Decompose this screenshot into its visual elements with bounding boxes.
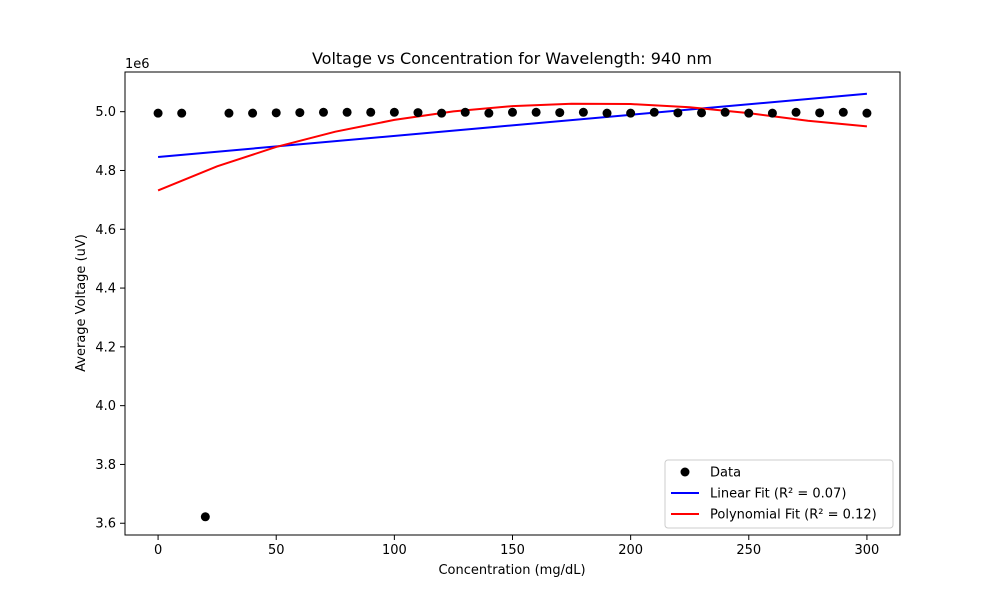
data-point (342, 107, 352, 117)
legend-label-2: Polynomial Fit (R² = 0.12) (710, 508, 877, 523)
x-tick-label: 100 (382, 543, 407, 558)
y-axis-label: Average Voltage (uV) (74, 234, 89, 372)
x-tick-label: 200 (618, 543, 643, 558)
legend-marker-0 (680, 467, 690, 477)
data-point (815, 108, 825, 118)
data-point (602, 108, 612, 118)
x-tick-label: 0 (154, 543, 162, 558)
data-point (389, 107, 399, 117)
data-point (224, 108, 234, 118)
legend: Data Linear Fit (R² = 0.07) Polynomial Fit… (664, 459, 894, 529)
data-point (200, 512, 210, 522)
data-point (460, 107, 470, 117)
data-point (437, 108, 447, 118)
data-point (248, 108, 258, 118)
data-point (318, 107, 328, 117)
data-point (177, 108, 187, 118)
legend-box (664, 459, 894, 529)
y-tick-label: 4.0 (95, 399, 116, 414)
legend-label-1: Linear Fit (R² = 0.07) (710, 487, 846, 502)
data-point (578, 107, 588, 117)
x-tick-label: 250 (736, 543, 761, 558)
x-tick-label: 300 (855, 543, 880, 558)
y-tick-label: 3.8 (95, 458, 116, 473)
data-point (153, 108, 163, 118)
y-tick-label: 5.0 (95, 105, 116, 120)
data-point (295, 108, 305, 118)
data-point (862, 108, 872, 118)
data-point (744, 108, 754, 118)
data-point (271, 108, 281, 118)
data-point (413, 108, 423, 118)
data-point (673, 108, 683, 118)
x-axis-label: Concentration (mg/dL) (438, 563, 585, 578)
data-point (484, 108, 494, 118)
y-tick-label: 4.2 (95, 340, 116, 355)
y-tick-label: 4.8 (95, 164, 116, 179)
x-tick-label: 150 (500, 543, 525, 558)
data-point (649, 107, 659, 117)
data-point (720, 107, 730, 117)
data-point (366, 107, 376, 117)
data-point (531, 107, 541, 117)
legend-label-0: Data (710, 466, 741, 481)
y-tick-label: 3.6 (95, 517, 116, 532)
data-point (555, 108, 565, 118)
y-offset-label: 1e6 (125, 57, 150, 72)
data-point (767, 108, 777, 118)
data-point (838, 107, 848, 117)
data-point (791, 107, 801, 117)
data-point (508, 107, 517, 117)
data-point (626, 108, 636, 118)
y-tick-label: 4.6 (95, 223, 116, 238)
data-point (697, 108, 707, 118)
chart-title: Voltage vs Concentration for Wavelength:… (312, 49, 712, 68)
y-tick-label: 4.4 (95, 282, 116, 297)
x-tick-label: 50 (268, 543, 285, 558)
